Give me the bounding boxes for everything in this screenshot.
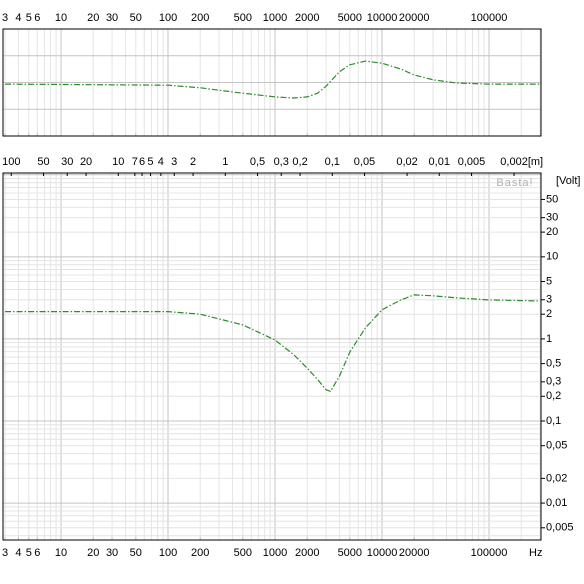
x2-tick-label: 100 bbox=[2, 156, 20, 168]
y-tick-label: 2 bbox=[546, 308, 552, 320]
x-tick-label: 10 bbox=[55, 547, 67, 559]
x-tick-label: 2000 bbox=[295, 547, 319, 559]
x-tick-label: 200 bbox=[191, 547, 209, 559]
x-tick-label: 6 bbox=[34, 547, 40, 559]
x-tick-label: 6 bbox=[34, 12, 40, 24]
y-tick-label: 20 bbox=[546, 226, 558, 238]
x-tick-label: 2000 bbox=[295, 12, 319, 24]
x2-tick-label: 0,2 bbox=[292, 156, 307, 168]
y-tick-label: 0,2 bbox=[546, 390, 561, 402]
x2-tick-label: 30 bbox=[61, 156, 73, 168]
x-tick-label: 3 bbox=[2, 12, 8, 24]
y-tick-label: 10 bbox=[546, 251, 558, 263]
x-tick-label: 200 bbox=[191, 12, 209, 24]
x2-tick-label: 4 bbox=[158, 156, 164, 168]
y-tick-label: 0,1 bbox=[546, 415, 561, 427]
y-tick-label: 0,01 bbox=[546, 497, 567, 509]
y-tick-label: 0,02 bbox=[546, 472, 567, 484]
y-tick-label: 0,05 bbox=[546, 440, 567, 452]
x2-tick-label: 0,5 bbox=[250, 156, 265, 168]
x-tick-label: 100000 bbox=[471, 12, 508, 24]
x-tick-label: 20 bbox=[87, 547, 99, 559]
x-tick-label: 4 bbox=[15, 547, 21, 559]
y-tick-label: 1 bbox=[546, 333, 552, 345]
x-tick-label: 100 bbox=[159, 12, 177, 24]
plot-area bbox=[3, 173, 541, 540]
y-tick-label: 30 bbox=[546, 212, 558, 224]
x2-tick-label: 3 bbox=[171, 156, 177, 168]
x2-tick-label: 0,3 bbox=[274, 156, 289, 168]
x2-tick-label: 0,002 bbox=[500, 156, 528, 168]
x-tick-label: 30 bbox=[106, 12, 118, 24]
x-tick-label: 20 bbox=[87, 12, 99, 24]
x2-tick-label: 6 bbox=[139, 156, 145, 168]
x2-tick-label: 1 bbox=[222, 156, 228, 168]
plot-frame bbox=[2, 28, 542, 137]
y-tick-label: 0,5 bbox=[546, 358, 561, 370]
x2-tick-label: 2 bbox=[190, 156, 196, 168]
x-tick-label: 5000 bbox=[338, 547, 362, 559]
x2-tick-label: 10 bbox=[112, 156, 124, 168]
x-tick-label: 500 bbox=[234, 547, 252, 559]
y-tick-label: 5 bbox=[546, 275, 552, 287]
x-tick-label: 20000 bbox=[399, 547, 430, 559]
x2-tick-label: 5 bbox=[147, 156, 153, 168]
x-tick-label: 1000 bbox=[263, 12, 287, 24]
y-tick-label: 0,005 bbox=[546, 522, 574, 534]
y-tick-label: 50 bbox=[546, 193, 558, 205]
x-tick-label: 100000 bbox=[471, 547, 508, 559]
x-tick-label: 50 bbox=[130, 12, 142, 24]
y-tick-label: 0,3 bbox=[546, 376, 561, 388]
plot-frame bbox=[2, 172, 542, 541]
x-tick-label: 5 bbox=[26, 547, 32, 559]
x-tick-label: 50 bbox=[130, 547, 142, 559]
y-unit: [Volt] bbox=[556, 175, 580, 187]
x-tick-label: 1000 bbox=[263, 547, 287, 559]
x-tick-label: 5 bbox=[26, 12, 32, 24]
x-tick-label: 3 bbox=[2, 547, 8, 559]
x-tick-label: 10000 bbox=[367, 12, 398, 24]
x2-tick-label: 7 bbox=[132, 156, 138, 168]
line-series bbox=[5, 294, 541, 393]
watermark: Basta! bbox=[496, 177, 533, 189]
x-tick-label: 20000 bbox=[399, 12, 430, 24]
x-tick-label: 30 bbox=[106, 547, 118, 559]
line-series bbox=[5, 60, 541, 99]
x2-tick-label: 50 bbox=[37, 156, 49, 168]
x-tick-label: 10 bbox=[55, 12, 67, 24]
x2-tick-label: 0,05 bbox=[354, 156, 375, 168]
x2-tick-label: 0,02 bbox=[396, 156, 417, 168]
x-tick-label: 10000 bbox=[367, 547, 398, 559]
x-tick-label: 5000 bbox=[338, 12, 362, 24]
y-tick-label: 3 bbox=[546, 294, 552, 306]
x2-tick-label: 0,01 bbox=[429, 156, 450, 168]
x2-tick-label: 20 bbox=[80, 156, 92, 168]
x-tick-label: 100 bbox=[159, 547, 177, 559]
x-unit: Hz bbox=[529, 547, 542, 559]
x-tick-label: 500 bbox=[234, 12, 252, 24]
x2-unit: [m] bbox=[528, 156, 543, 168]
x-tick-label: 4 bbox=[15, 12, 21, 24]
x2-tick-label: 0,1 bbox=[325, 156, 340, 168]
x2-tick-label: 0,005 bbox=[458, 156, 486, 168]
